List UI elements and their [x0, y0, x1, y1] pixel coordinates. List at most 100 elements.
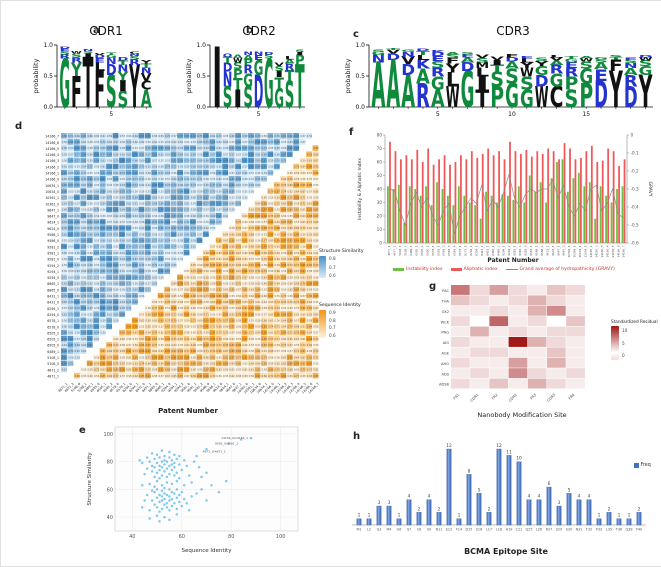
svg-text:D: D: [106, 62, 117, 79]
svg-text:R: R: [129, 58, 140, 67]
svg-text:D: D: [254, 66, 264, 118]
index-barchart-plot: 0 10 20 30 40 50 60 70 80 0 -0.1 -0.2 -0.3 -0.4 -0.5 -0…: [357, 133, 653, 258]
svg-text:A: A: [416, 65, 430, 89]
svg-text:6581_2: 6581_2: [442, 245, 446, 256]
svg-text:AIG: AIG: [443, 341, 450, 345]
svg-text:3: 3: [558, 500, 561, 506]
svg-text:8466_1: 8466_1: [491, 245, 495, 256]
svg-text:T: T: [223, 56, 234, 66]
svg-text:60: 60: [107, 487, 113, 493]
svg-text:9318_3: 9318_3: [524, 245, 528, 256]
legend-tick: 0.8: [329, 317, 336, 323]
matrix-xaxis-title: Patent Number: [158, 407, 218, 415]
svg-text:W: W: [535, 80, 549, 114]
aliphatic-legend-label: Aliphatic index: [463, 267, 498, 272]
svg-text:W: W: [233, 57, 243, 64]
svg-text:G: G: [59, 46, 70, 119]
svg-text:PAC: PAC: [442, 289, 449, 293]
svg-text:D: D: [639, 54, 653, 58]
svg-text:E: E: [461, 53, 475, 58]
svg-text:Y: Y: [608, 60, 623, 119]
similarity-matrix-canvas: [13, 131, 323, 405]
panel-letter-f: f: [349, 127, 354, 138]
svg-text:80: 80: [377, 133, 383, 138]
svg-text:V: V: [274, 63, 284, 68]
svg-text:R: R: [59, 53, 70, 60]
svg-text:9588_2: 9588_2: [540, 245, 544, 256]
svg-text:C: C: [129, 52, 140, 55]
svg-text:S: S: [118, 88, 129, 113]
svg-text:G: G: [243, 70, 253, 91]
svg-text:8271_1: 8271_1: [464, 245, 468, 256]
svg-text:S: S: [505, 65, 519, 89]
svg-text:D: D: [94, 55, 105, 60]
svg-text:3: 3: [388, 500, 391, 506]
svg-text:D: D: [505, 57, 519, 64]
svg-text:1: 1: [398, 513, 401, 519]
svg-text:14166_7: 14166_7: [622, 245, 626, 257]
svg-text:S: S: [475, 57, 489, 64]
svg-text:L18: L18: [496, 528, 502, 532]
svg-text:N: N: [118, 63, 129, 74]
svg-text:4677_2: 4677_2: [393, 245, 397, 256]
svg-text:E: E: [594, 65, 608, 84]
svg-text:E: E: [520, 55, 534, 59]
svg-text:T: T: [609, 56, 624, 60]
svg-text:I: I: [233, 85, 243, 113]
svg-text:1: 1: [618, 513, 621, 519]
svg-text:40: 40: [129, 534, 135, 540]
svg-text:A: A: [386, 48, 400, 121]
svg-text:A: A: [372, 50, 386, 121]
svg-text:9294_1: 9294_1: [502, 245, 506, 256]
svg-text:T: T: [141, 63, 153, 70]
svg-text:Y: Y: [638, 67, 653, 118]
svg-text:G: G: [372, 51, 386, 56]
legend-tick: 0.7: [329, 264, 336, 270]
svg-text:0.5: 0.5: [355, 73, 365, 80]
svg-text:D: D: [118, 57, 129, 62]
svg-text:V: V: [475, 54, 489, 59]
svg-text:S: S: [243, 82, 253, 115]
svg-text:S: S: [490, 68, 504, 92]
svg-text:D: D: [624, 80, 638, 114]
svg-text:T: T: [386, 48, 401, 51]
svg-text:N: N: [372, 54, 386, 66]
svg-text:40: 40: [377, 187, 383, 192]
svg-text:R: R: [431, 65, 445, 80]
sequence-identity-legend: Sequence Identity 0.9 0.8 0.7 0.6: [319, 303, 361, 338]
svg-text:2: 2: [638, 506, 641, 512]
gravy-legend-label: Grand average of hydropathicity (GRAVY): [519, 267, 615, 272]
svg-text:Y: Y: [70, 59, 83, 81]
svg-text:R: R: [285, 62, 295, 73]
panel-letter-h: h: [353, 431, 361, 442]
panel-similarity-matrix: Patent Number Structure Similarity 0.8 0.…: [13, 131, 364, 423]
svg-text:9647_2: 9647_2: [562, 245, 566, 256]
svg-text:AHG: AHG: [441, 362, 449, 366]
svg-text:14166_0/14166_1: 14166_0/14166_1: [221, 436, 248, 440]
legend-tick: 0: [622, 353, 625, 358]
svg-text:F14: F14: [456, 528, 462, 532]
svg-text:I: I: [212, 37, 222, 119]
svg-text:K: K: [431, 49, 447, 53]
svg-text:I: I: [83, 53, 94, 59]
svg-text:0.0: 0.0: [355, 104, 365, 111]
svg-text:12: 12: [496, 443, 502, 449]
svg-text:T: T: [285, 69, 296, 85]
svg-text:100: 100: [276, 534, 286, 540]
svg-text:probability: probability: [32, 59, 40, 94]
svg-text:S: S: [639, 60, 653, 69]
svg-text:F: F: [71, 67, 82, 118]
svg-text:M4: M4: [386, 528, 391, 532]
svg-text:5: 5: [568, 487, 571, 493]
svg-text:W: W: [639, 56, 653, 61]
svg-text:CDR1: CDR1: [470, 393, 480, 403]
svg-text:5: 5: [436, 111, 440, 118]
legend-tick: 0.7: [329, 325, 336, 331]
svg-text:2: 2: [438, 506, 441, 512]
svg-text:T: T: [106, 52, 117, 56]
svg-text:GRAVY: GRAVY: [647, 181, 653, 196]
svg-text:60: 60: [377, 160, 383, 165]
epitope-xaxis-title: BCMA Epitope Site: [464, 547, 548, 556]
index-legend: Instability index Aliphatic index Grand …: [393, 267, 615, 272]
